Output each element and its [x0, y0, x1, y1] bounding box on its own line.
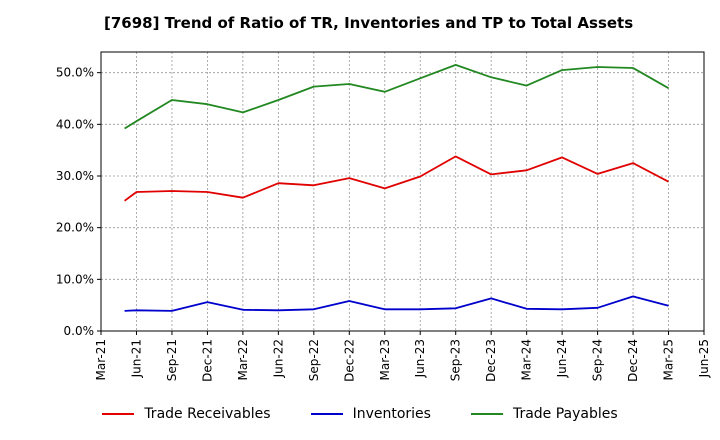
y-tick-label: 0.0% — [64, 324, 95, 338]
series-line-inventories — [124, 295, 669, 312]
x-tick-label: Dec-23 — [484, 339, 498, 382]
y-tick-label: 40.0% — [56, 117, 94, 131]
series-lines — [124, 64, 669, 312]
y-tick-label: 10.0% — [56, 272, 94, 286]
legend-label: Inventories — [352, 406, 431, 422]
legend: Trade Receivables Inventories Trade Payabl… — [0, 404, 720, 424]
x-tick-label: Jun-21 — [129, 339, 143, 378]
x-tick-label: Sep-23 — [449, 339, 463, 381]
x-tick-label: Mar-22 — [236, 339, 250, 380]
x-tick-label: Dec-22 — [342, 339, 356, 382]
x-tick-label: Mar-21 — [94, 339, 108, 380]
x-tick-label: Mar-23 — [378, 339, 392, 380]
x-tick-label: Jun-25 — [697, 339, 711, 378]
x-tick-label: Mar-24 — [520, 339, 534, 380]
y-tick-label: 20.0% — [56, 221, 94, 235]
x-tick-label: Dec-21 — [200, 339, 214, 382]
x-tick-label: Jun-24 — [555, 339, 569, 378]
legend-item-trade-receivables: Trade Receivables — [102, 406, 271, 422]
legend-item-inventories: Inventories — [310, 406, 431, 422]
x-tick-label: Dec-24 — [626, 339, 640, 382]
x-tick-label: Mar-25 — [662, 339, 676, 380]
legend-swatch — [470, 413, 503, 415]
grid — [100, 52, 705, 332]
plot-frame — [100, 51, 705, 332]
series-line-trade-receivables — [124, 155, 669, 202]
legend-item-trade-payables: Trade Payables — [470, 406, 618, 422]
axes: Mar-21 Jun-21 Sep-21 Dec-21 Mar-22 Jun-22 Sep-… — [56, 51, 711, 382]
y-tick-label: 50.0% — [56, 66, 94, 80]
x-tick-label: Sep-21 — [165, 339, 179, 381]
legend-swatch — [102, 413, 135, 415]
x-tick-label: Jun-23 — [413, 339, 427, 378]
x-tick-label: Sep-24 — [591, 339, 605, 381]
legend-label: Trade Payables — [512, 406, 618, 422]
legend-swatch — [310, 413, 343, 415]
y-tick-label: 30.0% — [56, 169, 94, 183]
chart-title: [7698] Trend of Ratio of TR, Inventories… — [104, 14, 634, 32]
x-tick-label: Sep-22 — [307, 339, 321, 381]
legend-label: Trade Receivables — [144, 406, 271, 422]
series-line-trade-payables — [124, 64, 669, 130]
x-tick-label: Jun-22 — [271, 339, 285, 378]
